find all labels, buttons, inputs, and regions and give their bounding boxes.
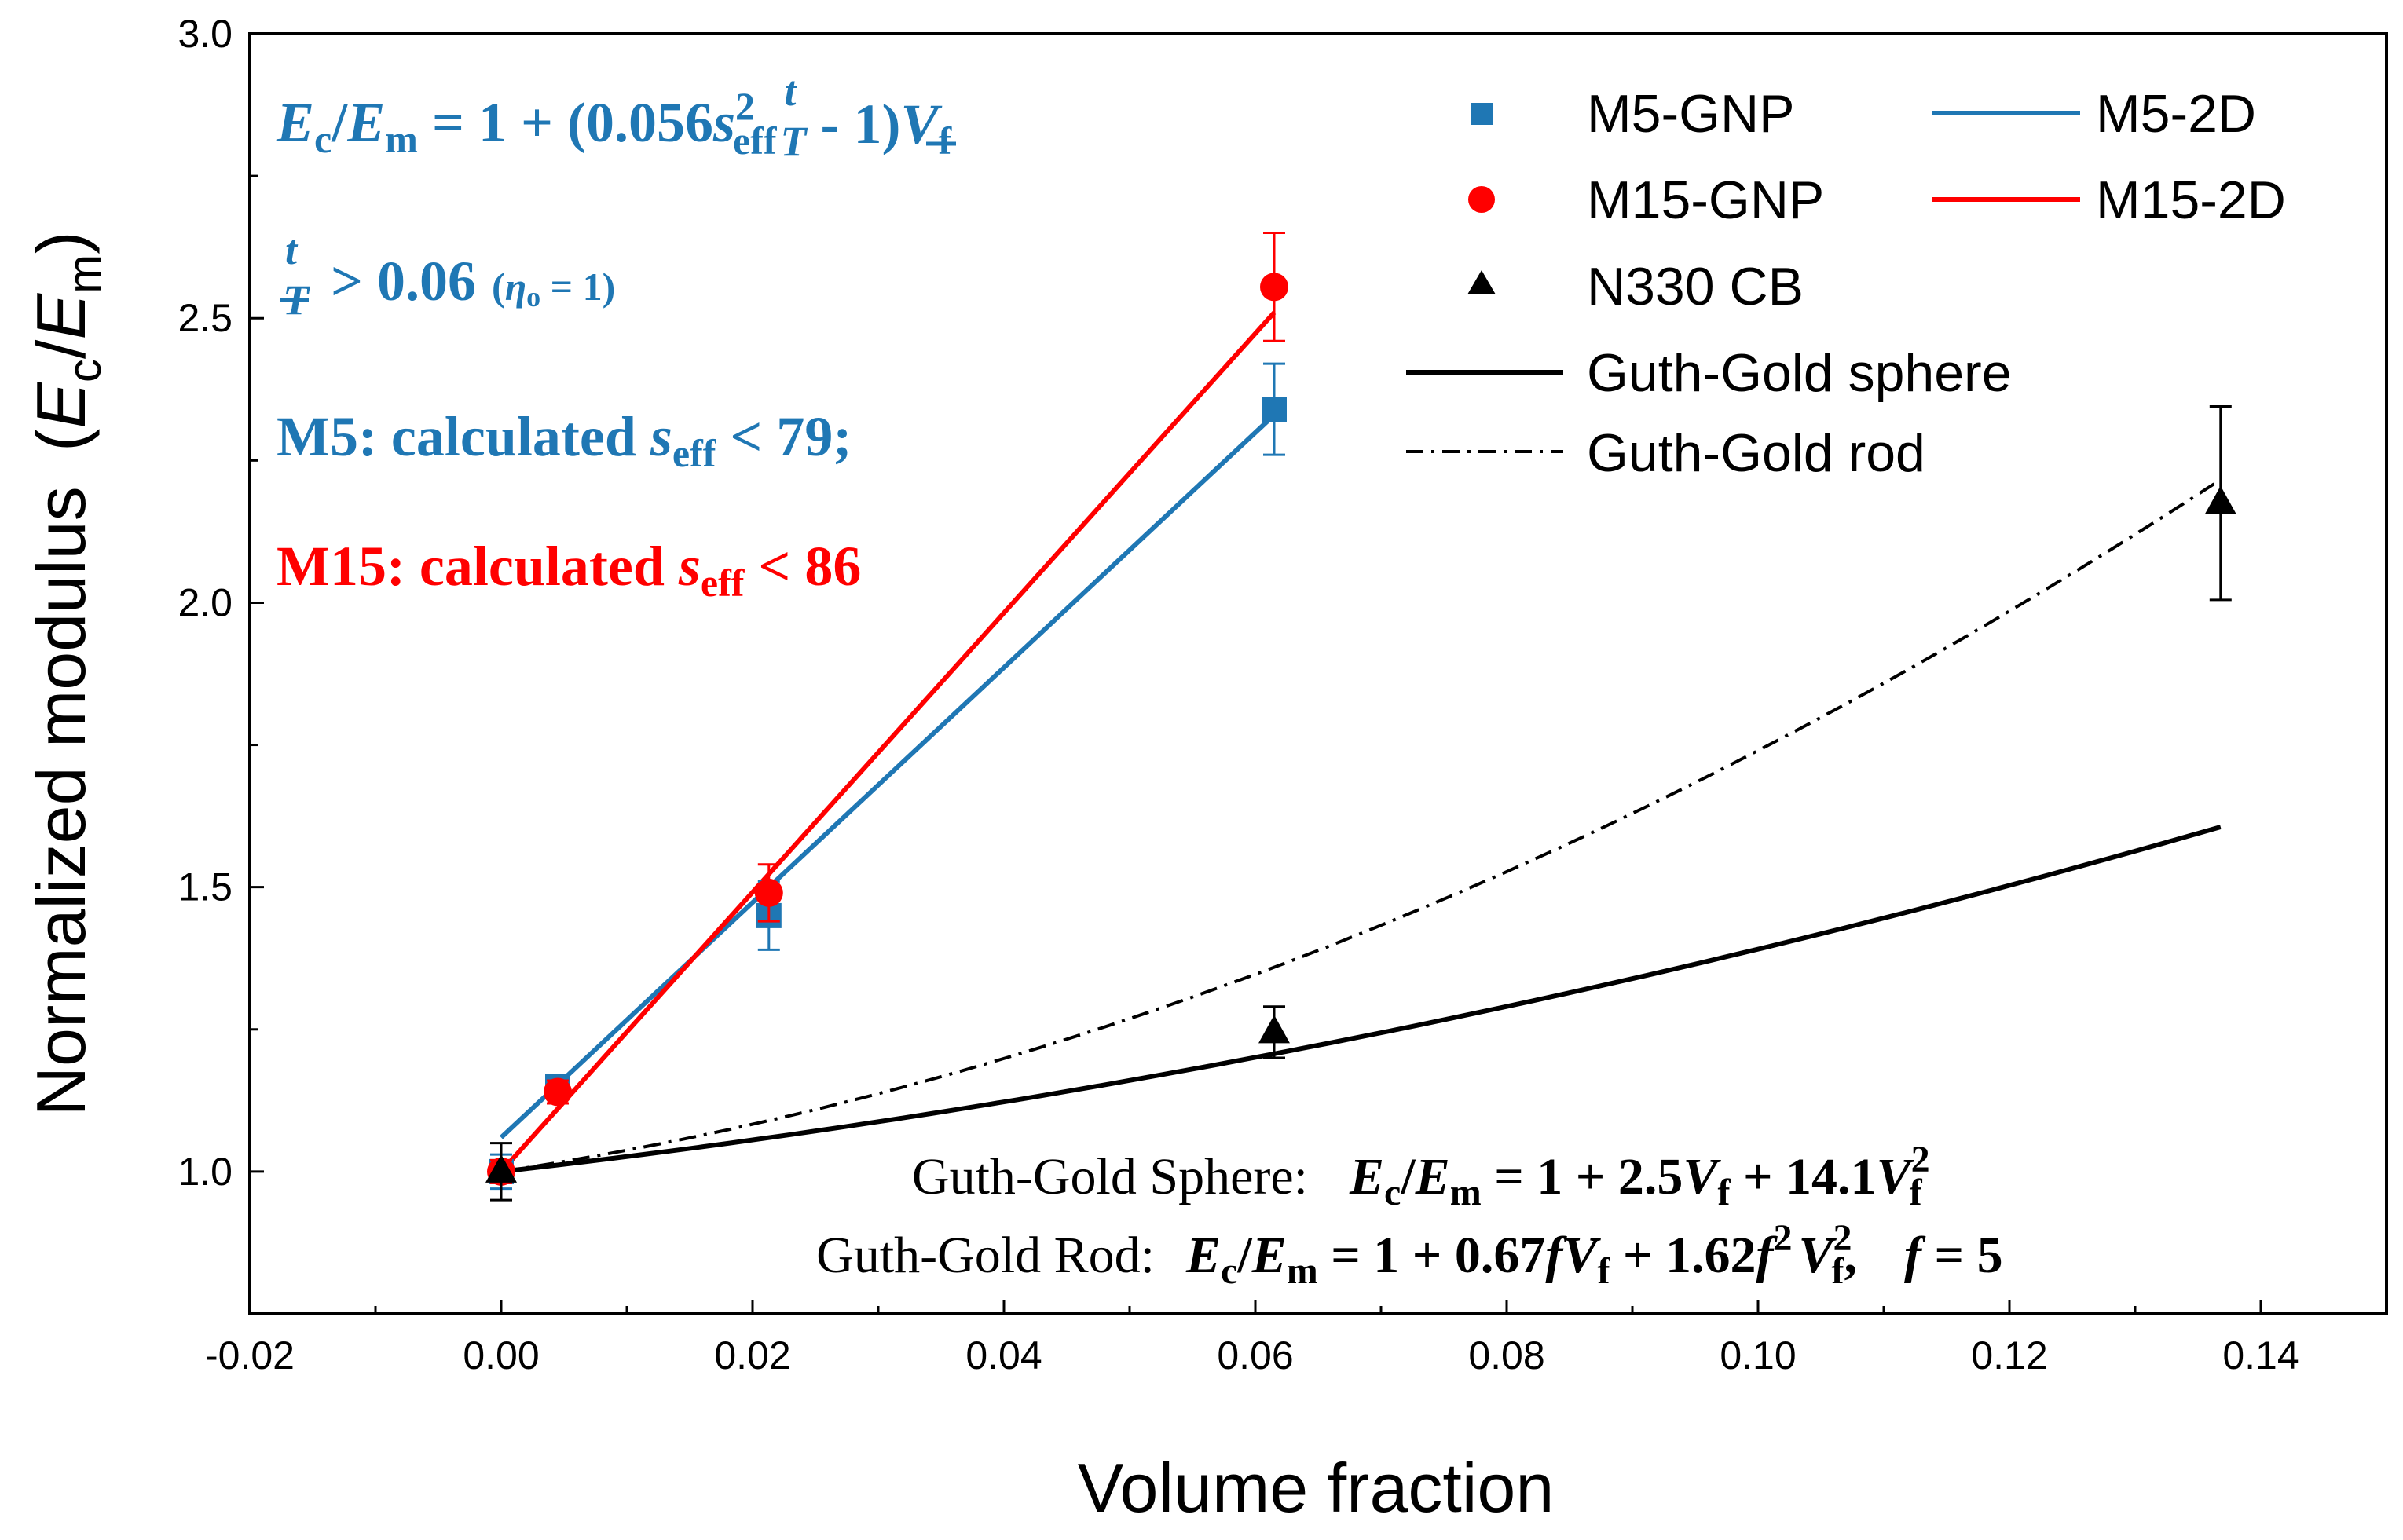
data-point-n330-cb <box>485 1154 517 1183</box>
data-point-n330-cb <box>1258 1015 1290 1044</box>
data-point-m15-gnp <box>544 1077 572 1107</box>
legend-label-guth-gold-rod: Guth-Gold rod <box>1587 423 1925 483</box>
legend-label-guth-gold-sphere: Guth-Gold sphere <box>1587 343 2012 403</box>
x-tick-label: 0.00 <box>463 1333 539 1377</box>
series-curve-guth-gold-sphere <box>500 825 2222 1174</box>
y-axis-ticks: 1.0 1.5 2.0 2.5 3.0 <box>178 12 264 1315</box>
legend-marker-m5-gnp <box>1471 103 1493 125</box>
plot-curves <box>499 310 2222 1174</box>
model-2d-equation: Ec/Em = 1 + (0.056s2 efft T - 1)Vf <box>276 68 953 165</box>
legend-marker-n330-cb <box>1467 270 1496 294</box>
legend-label-m5-2d: M5-2D <box>2096 84 2256 144</box>
sphere-eq-label: Guth-Gold Sphere: <box>912 1148 1308 1205</box>
legend-label-m15-gnp: M15-GNP <box>1587 170 1824 230</box>
y-tick-label: 3.0 <box>178 12 233 56</box>
y-axis-title: Normalized modulus (Ec/Em) <box>22 231 111 1116</box>
x-tick-label: 0.06 <box>1217 1333 1293 1377</box>
series-line-m5-2d <box>499 413 1277 1139</box>
data-point-m5-gnp <box>1262 397 1287 422</box>
y-tick-label: 2.5 <box>178 296 233 340</box>
data-point-m15-gnp <box>754 878 783 907</box>
legend-marker-m15-gnp <box>1468 186 1495 213</box>
x-tick-label: 0.08 <box>1468 1333 1544 1377</box>
y-tick-label: 1.5 <box>178 865 233 909</box>
x-tick-label: -0.02 <box>205 1333 295 1377</box>
legend-label-m5-gnp: M5-GNP <box>1587 84 1794 144</box>
sphere-equation: Ec/Em = 1 + 2.5Vf + 14.1V2 f <box>1349 1139 1930 1213</box>
x-tick-label: 0.12 <box>1971 1333 2047 1377</box>
x-tick-label: 0.04 <box>965 1333 1042 1377</box>
x-axis-title: Volume fraction <box>1078 1449 1555 1527</box>
series-line-m15-2d <box>499 310 1277 1173</box>
ratio-condition: t T > 0.06 (ηo = 1) <box>283 226 615 324</box>
x-tick-label: 0.14 <box>2222 1333 2299 1377</box>
legend-label-n330-cb: N330 CB <box>1587 257 1804 316</box>
plot-frame <box>248 32 2388 1315</box>
rod-eq-label: Guth-Gold Rod: <box>816 1227 1155 1284</box>
y-tick-label: 1.0 <box>178 1150 233 1194</box>
x-tick-label: 0.10 <box>1720 1333 1796 1377</box>
m15-calculated-seff: M15: calculated seff < 86 <box>277 535 861 605</box>
rod-equation: Ec/Em = 1 + 0.67fVf + 1.62f2 V2 f, f = 5 <box>1185 1217 2003 1292</box>
m5-calculated-seff: M5: calculated seff < 79; <box>277 405 852 475</box>
y-axis-title-main: Normalized modulus <box>22 486 100 1116</box>
data-point-n330-cb <box>2204 485 2236 514</box>
y-tick-label: 2.0 <box>178 580 233 624</box>
x-axis-ticks: -0.02 0.00 0.02 0.04 0.06 0.08 0.10 0.12 0.14 <box>205 1300 2299 1377</box>
x-tick-label: 0.02 <box>714 1333 790 1377</box>
series-curve-guth-gold-rod <box>500 478 2222 1173</box>
legend: M5-GNP M15-GNP N330 CB M5-2D M15-2D Guth… <box>1406 84 2286 483</box>
data-point-m15-gnp <box>1260 273 1288 302</box>
legend-label-m15-2d: M15-2D <box>2096 170 2286 230</box>
plot-points <box>485 232 2236 1202</box>
